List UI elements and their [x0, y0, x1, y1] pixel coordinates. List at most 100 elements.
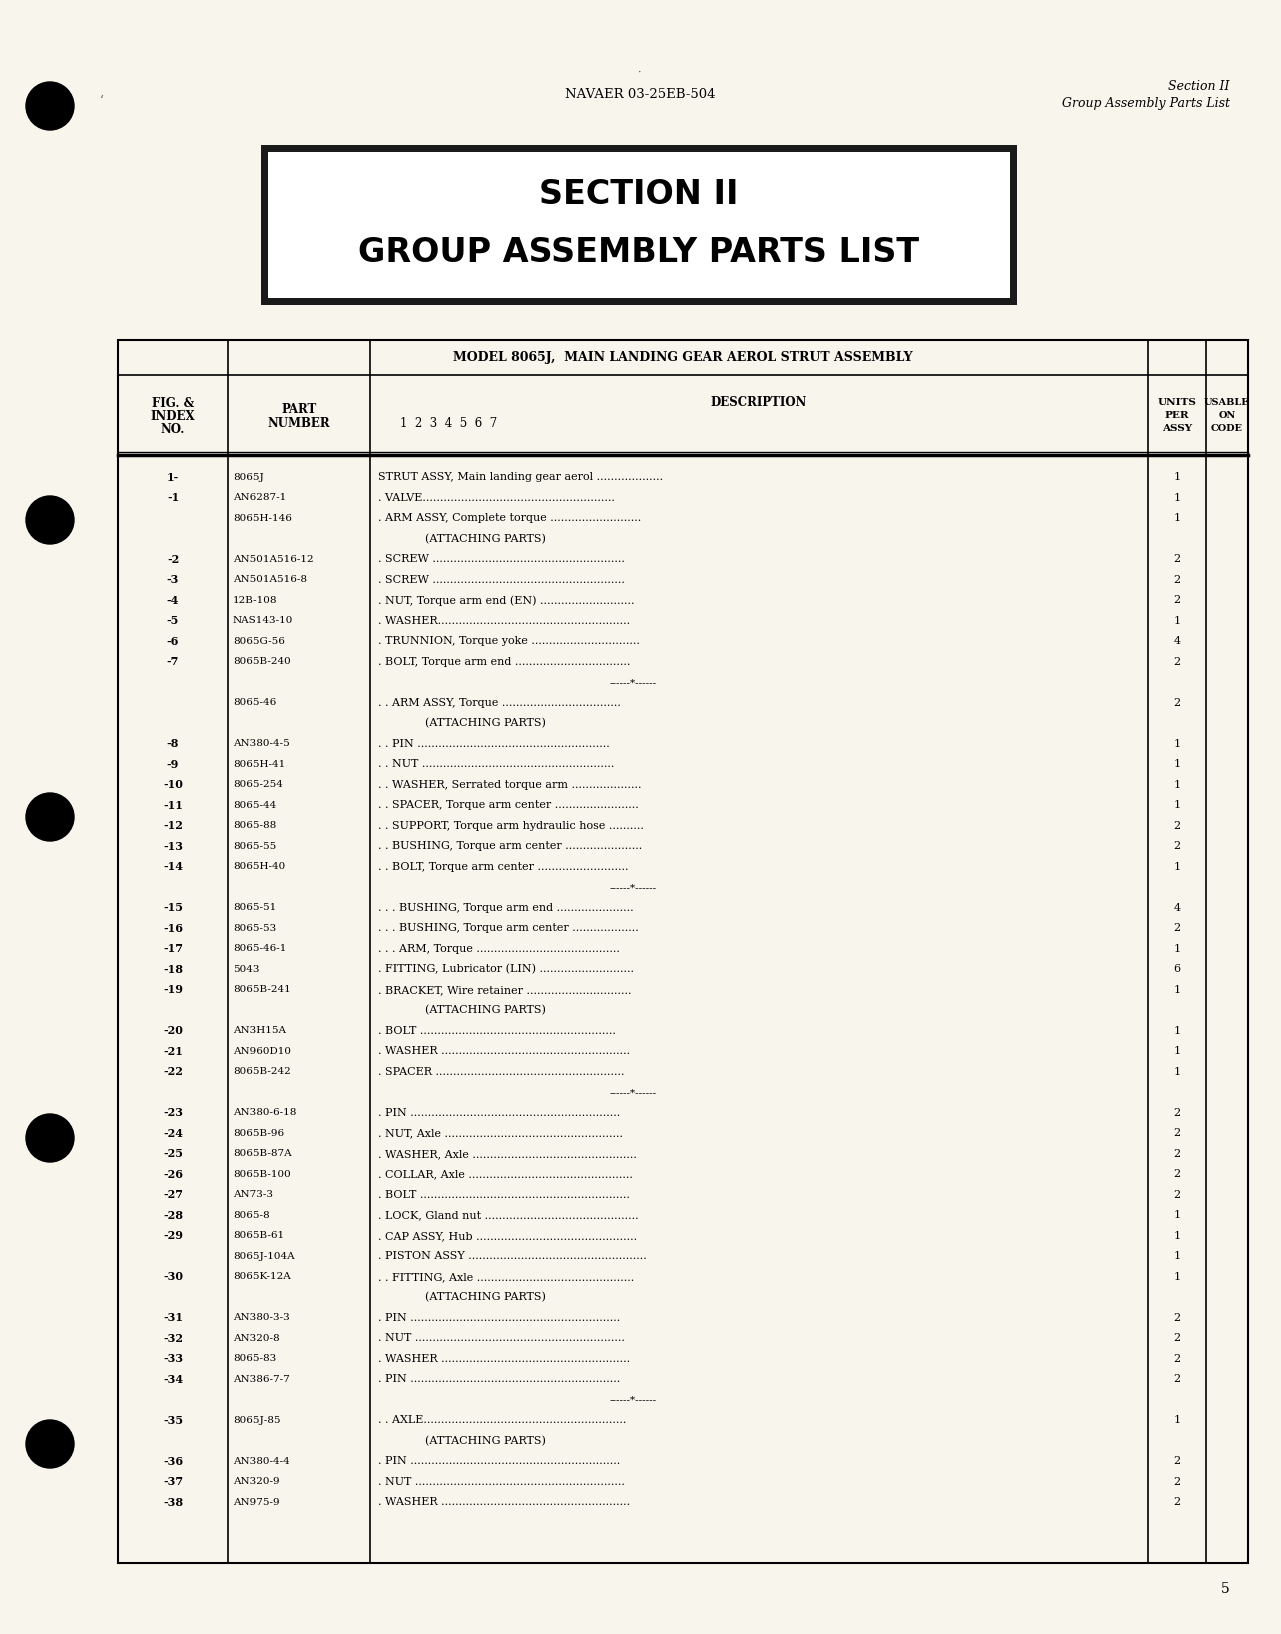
Text: AN501A516-12: AN501A516-12: [233, 556, 314, 564]
Text: 8065B-87A: 8065B-87A: [233, 1149, 292, 1159]
Text: 4: 4: [1173, 902, 1181, 913]
Text: -35: -35: [163, 1415, 183, 1426]
Text: FIG. &: FIG. &: [152, 397, 195, 410]
Text: 5: 5: [1221, 1582, 1230, 1596]
Text: 2: 2: [1173, 1190, 1181, 1199]
Text: ·: ·: [638, 69, 642, 78]
Text: AN320-8: AN320-8: [233, 1333, 279, 1343]
Text: . PIN ............................................................: . PIN ..................................…: [378, 1456, 620, 1466]
Text: . . . BUSHING, Torque arm center ...................: . . . BUSHING, Torque arm center .......…: [378, 923, 639, 933]
Text: AN380-4-4: AN380-4-4: [233, 1458, 290, 1466]
Bar: [268, 152, 1009, 297]
Text: 1: 1: [1173, 861, 1181, 873]
Text: . PIN ............................................................: . PIN ..................................…: [378, 1108, 620, 1118]
Text: . WASHER, Axle ...............................................: . WASHER, Axle .........................…: [378, 1149, 637, 1159]
Text: 8065G-56: 8065G-56: [233, 637, 284, 645]
Text: 2: 2: [1173, 1456, 1181, 1466]
Text: . PISTON ASSY ...................................................: . PISTON ASSY ..........................…: [378, 1252, 647, 1261]
Text: PART: PART: [282, 402, 316, 415]
Text: NUMBER: NUMBER: [268, 417, 330, 430]
Text: 6: 6: [1173, 964, 1181, 974]
Text: 1: 1: [1173, 493, 1181, 503]
Text: NO.: NO.: [161, 423, 186, 436]
Text: -12: -12: [163, 820, 183, 832]
Text: 1: 1: [1173, 760, 1181, 770]
Circle shape: [26, 1114, 74, 1162]
Text: . . BOLT, Torque arm center ..........................: . . BOLT, Torque arm center ............…: [378, 861, 629, 873]
Text: 8065J-85: 8065J-85: [233, 1415, 281, 1425]
Text: -10: -10: [163, 779, 183, 791]
Text: . FITTING, Lubricator (LIN) ...........................: . FITTING, Lubricator (LIN) ............…: [378, 964, 634, 974]
Text: . . PIN .......................................................: . . PIN ................................…: [378, 739, 610, 748]
Text: AN380-3-3: AN380-3-3: [233, 1314, 290, 1322]
Text: . ARM ASSY, Complete torque ..........................: . ARM ASSY, Complete torque ............…: [378, 513, 642, 523]
Text: -18: -18: [163, 964, 183, 975]
Text: 8065J: 8065J: [233, 472, 264, 482]
Text: ‘: ‘: [100, 95, 104, 108]
Text: 1: 1: [1173, 1067, 1181, 1077]
Text: . . AXLE..........................................................: . . AXLE................................…: [378, 1415, 626, 1425]
Text: Group Assembly Parts List: Group Assembly Parts List: [1062, 96, 1230, 109]
Text: 1: 1: [1173, 985, 1181, 995]
Text: . NUT, Axle ...................................................: . NUT, Axle ............................…: [378, 1127, 623, 1139]
Text: 2: 2: [1173, 1477, 1181, 1487]
Text: 2: 2: [1173, 1333, 1181, 1343]
Text: 2: 2: [1173, 1497, 1181, 1507]
Text: -17: -17: [163, 943, 183, 954]
Text: INDEX: INDEX: [151, 410, 195, 423]
Text: ASSY: ASSY: [1162, 423, 1193, 433]
Text: 8065B-100: 8065B-100: [233, 1170, 291, 1178]
Text: 5043: 5043: [233, 964, 260, 974]
Text: . SCREW .......................................................: . SCREW ................................…: [378, 575, 625, 585]
Text: . VALVE.......................................................: . VALVE.................................…: [378, 493, 615, 503]
Text: 8065B-241: 8065B-241: [233, 985, 291, 993]
Text: (ATTACHING PARTS): (ATTACHING PARTS): [425, 717, 546, 729]
Text: 2: 2: [1173, 1353, 1181, 1364]
Text: AN73-3: AN73-3: [233, 1190, 273, 1199]
Text: (ATTACHING PARTS): (ATTACHING PARTS): [425, 1005, 546, 1015]
Text: 2: 2: [1173, 657, 1181, 667]
Text: 1: 1: [1173, 1046, 1181, 1056]
Text: . WASHER ......................................................: . WASHER ...............................…: [378, 1497, 630, 1507]
Text: -6: -6: [167, 636, 179, 647]
Text: AN320-9: AN320-9: [233, 1477, 279, 1487]
Text: . . SPACER, Torque arm center ........................: . . SPACER, Torque arm center ..........…: [378, 801, 639, 810]
Text: STRUT ASSY, Main landing gear aerol ...................: STRUT ASSY, Main landing gear aerol ....…: [378, 472, 664, 482]
Text: (ATTACHING PARTS): (ATTACHING PARTS): [425, 534, 546, 544]
Text: -34: -34: [163, 1374, 183, 1384]
Text: . BOLT ............................................................: . BOLT .................................…: [378, 1190, 630, 1199]
Text: 1: 1: [1173, 801, 1181, 810]
Text: -32: -32: [163, 1333, 183, 1343]
Text: AN960D10: AN960D10: [233, 1047, 291, 1056]
Text: 8065-8: 8065-8: [233, 1211, 269, 1219]
Text: NAVAER 03-25EB-504: NAVAER 03-25EB-504: [565, 88, 715, 101]
Text: AN380-4-5: AN380-4-5: [233, 739, 290, 748]
Text: . COLLAR, Axle ...............................................: . COLLAR, Axle .........................…: [378, 1170, 633, 1180]
Text: 8065-55: 8065-55: [233, 842, 277, 851]
Text: 1: 1: [1173, 739, 1181, 748]
Text: -27: -27: [163, 1190, 183, 1201]
Text: . WASHER ......................................................: . WASHER ...............................…: [378, 1353, 630, 1364]
Text: . . WASHER, Serrated torque arm ....................: . . WASHER, Serrated torque arm ........…: [378, 779, 642, 789]
Text: . SCREW .......................................................: . SCREW ................................…: [378, 554, 625, 564]
Text: 8065J-104A: 8065J-104A: [233, 1252, 295, 1261]
Circle shape: [26, 792, 74, 842]
Text: 1: 1: [1173, 1271, 1181, 1281]
Text: 1: 1: [1173, 779, 1181, 789]
Text: 8065-254: 8065-254: [233, 781, 283, 789]
Text: -1: -1: [167, 492, 179, 503]
Text: 8065K-12A: 8065K-12A: [233, 1273, 291, 1281]
Text: -36: -36: [163, 1456, 183, 1467]
Text: 8065-51: 8065-51: [233, 904, 277, 912]
Text: 2: 2: [1173, 1108, 1181, 1118]
Text: . . . BUSHING, Torque arm end ......................: . . . BUSHING, Torque arm end ..........…: [378, 902, 634, 913]
Text: 8065H-40: 8065H-40: [233, 863, 286, 871]
Text: 2: 2: [1173, 1374, 1181, 1384]
Text: . . SUPPORT, Torque arm hydraulic hose ..........: . . SUPPORT, Torque arm hydraulic hose .…: [378, 820, 644, 830]
Text: Section II: Section II: [1168, 80, 1230, 93]
Text: 1: 1: [1173, 1415, 1181, 1425]
Text: (ATTACHING PARTS): (ATTACHING PARTS): [425, 1292, 546, 1302]
Text: AN380-6-18: AN380-6-18: [233, 1108, 296, 1118]
Circle shape: [26, 497, 74, 544]
Text: -5: -5: [167, 616, 179, 626]
